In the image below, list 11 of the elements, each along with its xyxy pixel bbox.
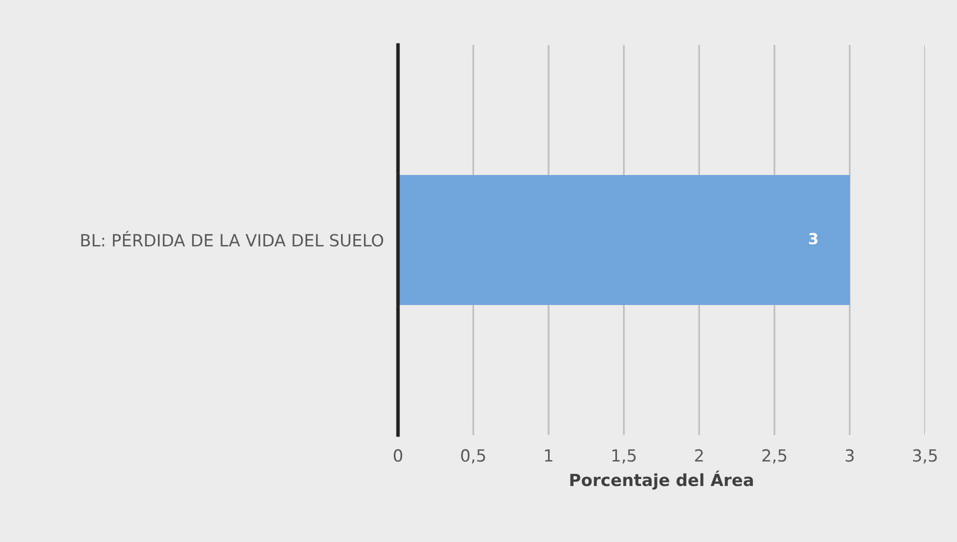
x-tick-label: 3,5 bbox=[913, 449, 937, 464]
x-tick-label: 1 bbox=[545, 449, 552, 462]
x-axis-title: Porcentaje del Área bbox=[570, 470, 753, 490]
x-tick-label: 0,5 bbox=[461, 449, 486, 464]
x-tick-label: 0 bbox=[394, 449, 402, 462]
data-label: 3 bbox=[809, 232, 818, 244]
x-tick-label: 1,5 bbox=[612, 449, 636, 464]
y-tick-label: BL: PÉRDIDA DE LA VIDA DEL SUELO bbox=[81, 230, 384, 247]
x-tick-label: 2,5 bbox=[762, 449, 786, 464]
x-tick-label: 2 bbox=[695, 449, 703, 462]
x-tick-label: 3 bbox=[846, 449, 854, 462]
